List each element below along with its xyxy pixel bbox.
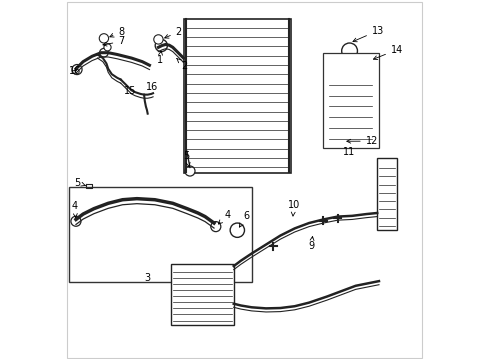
Text: 5: 5 (74, 178, 86, 188)
Circle shape (153, 35, 163, 44)
Text: 4: 4 (72, 201, 78, 217)
Circle shape (210, 222, 221, 231)
Circle shape (184, 166, 195, 176)
Text: 9: 9 (308, 237, 314, 251)
Text: 15: 15 (123, 86, 136, 96)
Text: 13: 13 (352, 26, 383, 42)
Text: 6: 6 (239, 211, 249, 227)
Bar (171, 264, 233, 325)
Text: 16: 16 (69, 66, 81, 76)
Text: 2: 2 (164, 27, 182, 38)
Bar (183, 19, 290, 173)
Text: 14: 14 (373, 45, 402, 59)
Bar (323, 53, 378, 148)
Circle shape (341, 43, 357, 59)
Circle shape (155, 40, 167, 51)
Circle shape (339, 138, 346, 145)
Circle shape (365, 60, 374, 70)
Text: 8: 8 (110, 27, 124, 37)
Circle shape (72, 64, 82, 75)
Text: 7: 7 (102, 36, 124, 46)
Text: 1: 1 (156, 51, 163, 66)
Bar (69, 187, 251, 282)
Circle shape (100, 48, 108, 57)
Text: 11: 11 (343, 147, 355, 157)
Bar (326, 58, 373, 144)
Text: 4: 4 (218, 210, 230, 224)
Text: 3: 3 (144, 273, 150, 283)
Circle shape (230, 223, 244, 237)
Text: 16: 16 (145, 82, 158, 92)
Text: 10: 10 (287, 200, 299, 216)
Bar (376, 158, 396, 230)
Text: 12: 12 (346, 136, 377, 146)
Text: 2: 2 (177, 58, 187, 71)
Circle shape (104, 44, 111, 51)
Text: 5: 5 (183, 151, 190, 167)
Circle shape (99, 34, 108, 43)
Circle shape (71, 216, 81, 226)
